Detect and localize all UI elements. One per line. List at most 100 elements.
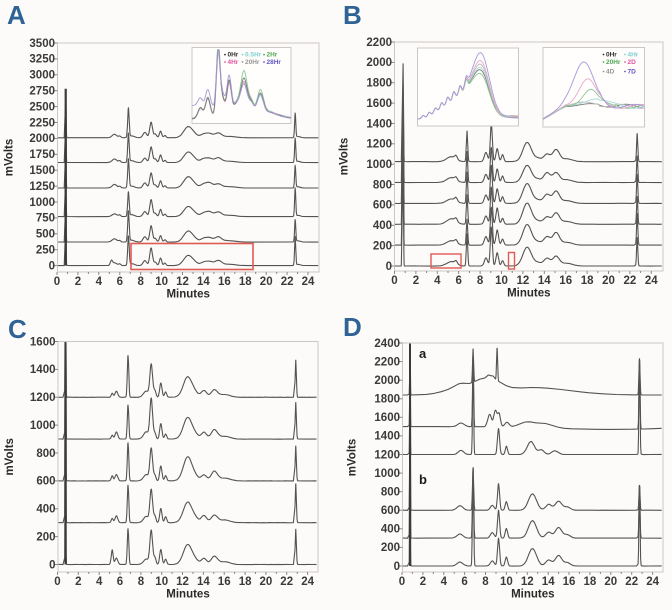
svg-text:3250: 3250 [29, 54, 55, 66]
svg-text:6: 6 [117, 276, 123, 288]
svg-text:16: 16 [559, 275, 572, 287]
svg-text:1200: 1200 [30, 392, 56, 404]
svg-text:2: 2 [75, 276, 81, 288]
svg-text:4Hr: 4Hr [628, 52, 639, 59]
svg-text:6: 6 [461, 576, 467, 588]
svg-text:B: B [343, 0, 362, 30]
svg-text:1000: 1000 [30, 420, 56, 432]
svg-text:4Hr: 4Hr [228, 59, 239, 66]
svg-text:1400: 1400 [366, 118, 392, 130]
svg-text:2Hr: 2Hr [267, 52, 278, 59]
svg-text:14: 14 [538, 275, 551, 287]
svg-text:4: 4 [434, 275, 441, 287]
svg-text:6: 6 [117, 576, 123, 588]
svg-text:0: 0 [394, 561, 400, 573]
svg-text:3000: 3000 [29, 70, 55, 82]
svg-text:1000: 1000 [374, 468, 400, 480]
svg-text:mVolts: mVolts [4, 438, 16, 476]
svg-text:600: 600 [36, 476, 55, 488]
svg-text:1400: 1400 [30, 364, 56, 376]
svg-text:10: 10 [155, 276, 168, 288]
svg-text:Minutes: Minutes [166, 589, 209, 601]
svg-text:0: 0 [399, 576, 405, 588]
svg-text:4: 4 [441, 576, 448, 588]
svg-text:8: 8 [477, 275, 484, 287]
svg-text:400: 400 [381, 524, 400, 536]
svg-text:2750: 2750 [29, 86, 55, 98]
svg-text:24: 24 [645, 275, 658, 287]
svg-text:20Hr: 20Hr [245, 59, 260, 66]
svg-text:20: 20 [260, 276, 273, 288]
svg-text:1800: 1800 [374, 394, 400, 406]
svg-text:24: 24 [646, 576, 659, 588]
svg-text:3500: 3500 [29, 38, 55, 50]
svg-text:16: 16 [563, 576, 576, 588]
svg-text:2: 2 [75, 576, 81, 588]
svg-text:2000: 2000 [374, 375, 400, 387]
svg-text:b: b [419, 472, 427, 487]
svg-text:0: 0 [54, 576, 60, 588]
svg-text:12: 12 [517, 275, 530, 287]
svg-text:12: 12 [176, 276, 189, 288]
svg-text:18: 18 [584, 576, 597, 588]
svg-text:2500: 2500 [29, 101, 55, 113]
svg-text:2: 2 [413, 275, 419, 287]
svg-text:22: 22 [280, 576, 293, 588]
svg-text:0Hr: 0Hr [606, 52, 617, 59]
svg-text:400: 400 [373, 220, 392, 232]
svg-text:1500: 1500 [29, 165, 55, 177]
svg-text:2: 2 [420, 576, 426, 588]
svg-text:200: 200 [36, 531, 55, 543]
svg-text:800: 800 [381, 487, 400, 499]
svg-text:0: 0 [49, 260, 55, 272]
svg-text:4: 4 [96, 576, 103, 588]
svg-text:Minutes: Minutes [511, 589, 554, 601]
svg-text:0: 0 [391, 275, 397, 287]
svg-text:600: 600 [381, 505, 400, 517]
svg-text:14: 14 [197, 276, 210, 288]
svg-text:14: 14 [197, 576, 210, 588]
svg-text:600: 600 [373, 200, 392, 212]
svg-text:0Hr: 0Hr [228, 52, 239, 59]
svg-text:400: 400 [36, 504, 55, 516]
svg-text:12: 12 [521, 576, 534, 588]
svg-text:10: 10 [495, 275, 508, 287]
svg-text:1250: 1250 [29, 181, 55, 193]
svg-text:0: 0 [54, 276, 60, 288]
svg-text:Minutes: Minutes [166, 289, 209, 301]
svg-text:12: 12 [176, 576, 189, 588]
svg-text:22: 22 [624, 275, 637, 287]
svg-text:10: 10 [500, 576, 513, 588]
svg-text:22: 22 [281, 276, 294, 288]
svg-text:4: 4 [96, 276, 103, 288]
svg-text:2200: 2200 [374, 356, 400, 368]
svg-text:mVolts: mVolts [347, 439, 359, 477]
svg-text:14: 14 [542, 576, 555, 588]
svg-text:16: 16 [218, 276, 231, 288]
svg-text:8: 8 [482, 576, 489, 588]
svg-text:A: A [7, 0, 26, 30]
svg-text:750: 750 [36, 213, 55, 225]
svg-text:24: 24 [301, 576, 314, 588]
svg-text:2D: 2D [628, 59, 637, 66]
svg-text:1200: 1200 [374, 449, 400, 461]
svg-text:0: 0 [386, 261, 392, 273]
svg-text:7D: 7D [628, 69, 637, 76]
svg-text:800: 800 [36, 448, 55, 460]
svg-text:18: 18 [239, 276, 252, 288]
svg-text:10: 10 [155, 576, 168, 588]
svg-text:2000: 2000 [29, 133, 55, 145]
svg-text:0.5Hr: 0.5Hr [245, 52, 262, 59]
svg-text:200: 200 [381, 542, 400, 554]
svg-text:1600: 1600 [374, 412, 400, 424]
svg-text:1600: 1600 [366, 98, 392, 110]
svg-text:1750: 1750 [29, 149, 55, 161]
svg-text:24: 24 [302, 276, 315, 288]
svg-text:2400: 2400 [374, 338, 400, 350]
svg-text:250: 250 [36, 245, 55, 257]
svg-text:1200: 1200 [366, 139, 392, 151]
svg-text:200: 200 [373, 240, 392, 252]
svg-text:Minutes: Minutes [507, 288, 550, 300]
svg-text:1600: 1600 [30, 336, 56, 348]
svg-text:4D: 4D [606, 69, 615, 76]
